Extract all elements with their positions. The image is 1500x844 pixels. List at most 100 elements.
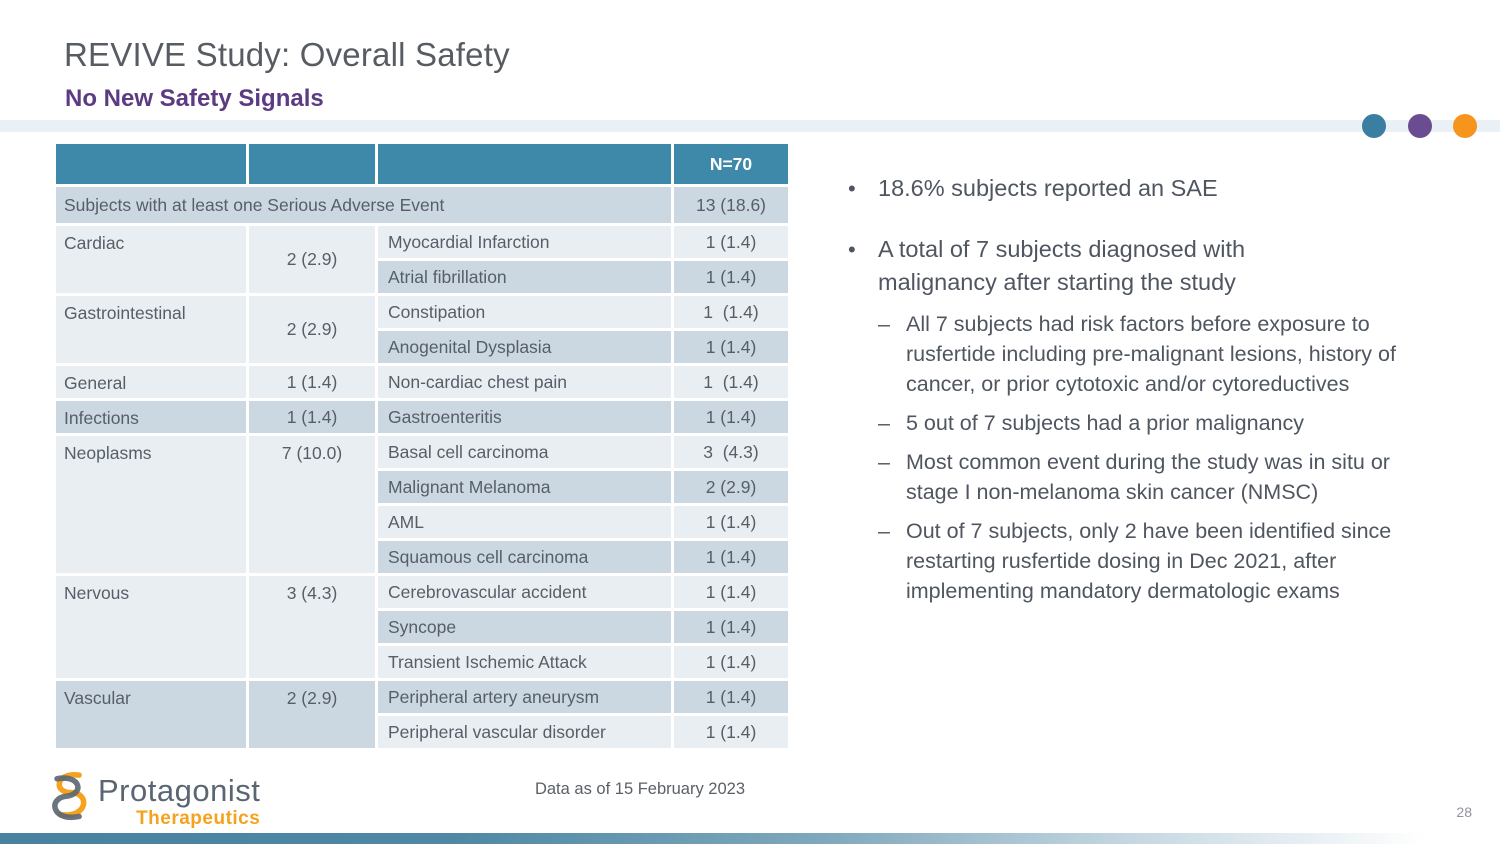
event-cell: Cerebrovascular accident [378,576,671,608]
header-cell-n70: N=70 [674,144,788,184]
table-row: AML 1 (1.4) [56,506,788,538]
category-count-cell: 2 (2.9) [249,296,375,363]
table-row: Anogenital Dysplasia 1 (1.4) [56,331,788,363]
sub-bullet-text: Out of 7 subjects, only 2 have been iden… [906,519,1392,603]
header-cell [249,144,375,184]
category-cell: General [56,366,246,398]
event-cell: Anogenital Dysplasia [378,331,671,363]
header-cell [378,144,671,184]
category-cell: Cardiac [56,226,246,293]
list-item: – All 7 subjects had risk factors before… [878,309,1418,399]
header-cell [56,144,246,184]
teal-dot-icon [1362,114,1386,138]
event-value-cell: 1 (1.4) [674,366,788,398]
category-count-cell: 1 (1.4) [249,366,375,398]
list-item: – Most common event during the study was… [878,447,1418,507]
sub-list: – All 7 subjects had risk factors before… [878,309,1418,606]
event-value-cell: 3 (4.3) [674,436,788,468]
logo-name-text: Protagonist [98,773,261,808]
sub-bullet-text: 5 out of 7 subjects had a prior malignan… [906,411,1304,435]
sae-total-value: 13 (18.6) [674,187,788,223]
category-count-cell: 2 (2.9) [249,226,375,293]
bullet-icon: • [848,176,856,201]
table-row: Gastrointestinal 2 (2.9) Constipation 1 … [56,296,788,363]
category-count-cell: 7 (10.0) [249,436,375,573]
event-value-cell: 1 (1.4) [674,331,788,363]
event-cell: Basal cell carcinoma [378,436,671,468]
event-value-cell: 1 (1.4) [674,296,788,328]
page-subtitle: No New Safety Signals [65,85,324,112]
table-row: General 1 (1.4) Non-cardiac chest pain 1… [56,366,788,398]
list-item: • 18.6% subjects reported an SAE [848,172,1408,205]
table-row: Infections 1 (1.4) Gastroenteritis 1 (1.… [56,401,788,433]
bullet-icon: • [848,237,856,262]
purple-dot-icon [1408,114,1432,138]
event-cell: Peripheral vascular disorder [378,716,671,748]
accent-band [0,120,1500,132]
event-value-cell: 1 (1.4) [674,506,788,538]
bullet-text: 18.6% subjects reported an SAE [878,175,1218,201]
table-row: Peripheral vascular disorder 1 (1.4) [56,716,788,748]
event-cell: Myocardial Infarction [378,226,671,258]
category-cell: Nervous [56,576,246,678]
bottom-gradient-bar [0,833,1500,844]
adverse-events-table: N=70 Subjects with at least one Serious … [53,141,791,751]
table-row: Cardiac 2 (2.9) Myocardial Infarction 1 … [56,226,788,293]
event-value-cell: 1 (1.4) [674,681,788,713]
category-cell: Vascular [56,681,246,748]
category-cell: Neoplasms [56,436,246,573]
table-row: Squamous cell carcinoma 1 (1.4) [56,541,788,573]
event-cell: Transient Ischemic Attack [378,646,671,678]
dash-icon: – [878,450,890,474]
dash-icon: – [878,411,890,435]
event-cell: AML [378,506,671,538]
event-value-cell: 1 (1.4) [674,646,788,678]
event-cell: Non-cardiac chest pain [378,366,671,398]
category-count-cell: 1 (1.4) [249,401,375,433]
key-points-list: • 18.6% subjects reported an SAE • A tot… [848,172,1408,615]
category-count-cell: 2 (2.9) [249,681,375,748]
event-value-cell: 1 (1.4) [674,226,788,258]
page-title: REVIVE Study: Overall Safety [64,36,510,73]
event-cell: Squamous cell carcinoma [378,541,671,573]
bullet-text: A total of 7 subjects diagnosed with mal… [878,236,1246,295]
dash-icon: – [878,312,890,336]
event-value-cell: 1 (1.4) [674,401,788,433]
list-item: – Out of 7 subjects, only 2 have been id… [878,516,1418,606]
dash-icon: – [878,519,890,543]
table-row: Syncope 1 (1.4) [56,611,788,643]
event-value-cell: 1 (1.4) [674,576,788,608]
event-value-cell: 2 (2.9) [674,471,788,503]
protagonist-helix-icon [52,772,87,821]
category-count-cell: 3 (4.3) [249,576,375,678]
event-cell: Syncope [378,611,671,643]
page-number: 28 [1456,804,1472,820]
table-header-row: N=70 [56,144,788,184]
category-cell: Infections [56,401,246,433]
sub-bullet-text: Most common event during the study was i… [906,450,1390,504]
list-item: – 5 out of 7 subjects had a prior malign… [878,408,1418,438]
table-row: Vascular 2 (2.9) Peripheral artery aneur… [56,681,788,748]
sae-total-label: Subjects with at least one Serious Adver… [56,187,671,223]
table-row: Nervous 3 (4.3) Cerebrovascular accident… [56,576,788,678]
table-row: Atrial fibrillation 1 (1.4) [56,261,788,293]
event-cell: Atrial fibrillation [378,261,671,293]
table-row: Malignant Melanoma 2 (2.9) [56,471,788,503]
table-row: Transient Ischemic Attack 1 (1.4) [56,646,788,678]
event-value-cell: 1 (1.4) [674,716,788,748]
event-cell: Malignant Melanoma [378,471,671,503]
event-cell: Peripheral artery aneurysm [378,681,671,713]
orange-dot-icon [1453,114,1477,138]
event-value-cell: 1 (1.4) [674,611,788,643]
event-value-cell: 1 (1.4) [674,541,788,573]
list-item: • A total of 7 subjects diagnosed with m… [848,233,1408,615]
table-row: Neoplasms 7 (10.0) Basal cell carcinoma … [56,436,788,573]
sub-bullet-text: All 7 subjects had risk factors before e… [906,312,1396,396]
data-cutoff-note: Data as of 15 February 2023 [534,780,746,798]
logo-subname-text: Therapeutics [136,808,261,829]
event-cell: Constipation [378,296,671,328]
table-row: Subjects with at least one Serious Adver… [56,187,788,223]
event-cell: Gastroenteritis [378,401,671,433]
event-value-cell: 1 (1.4) [674,261,788,293]
